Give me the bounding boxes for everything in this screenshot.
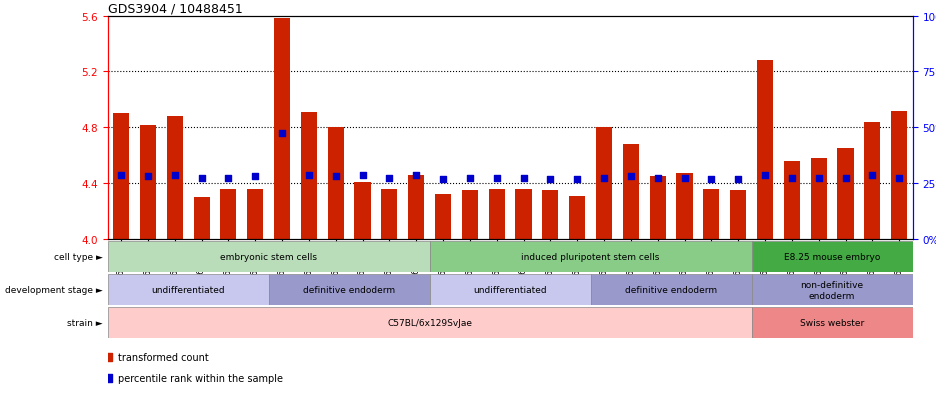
Point [838, 175, 853, 181]
Point [784, 175, 799, 181]
Text: strain ►: strain ► [67, 319, 103, 328]
Point [301, 172, 316, 179]
Bar [650, 177, 665, 240]
Bar [783, 161, 800, 240]
Point [382, 175, 397, 181]
Bar [194, 198, 210, 240]
Text: percentile rank within the sample: percentile rank within the sample [118, 373, 283, 383]
Bar [891, 111, 907, 240]
Bar [247, 189, 263, 240]
Point [194, 175, 209, 181]
Point [248, 173, 263, 180]
Point [221, 175, 236, 181]
Bar [569, 196, 585, 240]
Text: definitive endoderm: definitive endoderm [303, 286, 395, 294]
Point [490, 175, 505, 181]
Text: development stage ►: development stage ► [6, 286, 103, 294]
Point [140, 173, 155, 180]
Point [651, 175, 665, 181]
Text: undifferentiated: undifferentiated [474, 286, 547, 294]
Point [435, 176, 450, 183]
Bar [435, 195, 451, 240]
Bar [757, 61, 773, 240]
Point [274, 131, 289, 137]
Bar [300, 113, 317, 240]
Point [704, 176, 719, 183]
Bar [677, 174, 693, 240]
Bar [752, 275, 913, 306]
Bar [542, 191, 559, 240]
Text: GDS3904 / 10488451: GDS3904 / 10488451 [108, 2, 242, 15]
Bar [461, 191, 478, 240]
Bar [328, 128, 344, 240]
Point [623, 173, 638, 180]
Point [100, 354, 115, 361]
Bar [139, 125, 156, 240]
Text: non-definitive
endoderm: non-definitive endoderm [800, 280, 864, 300]
Bar [108, 242, 430, 273]
Text: transformed count: transformed count [118, 352, 209, 362]
Point [677, 175, 692, 181]
Text: definitive endoderm: definitive endoderm [625, 286, 717, 294]
Bar [591, 275, 752, 306]
Bar [167, 117, 183, 240]
Point [865, 172, 880, 179]
Point [100, 375, 115, 381]
Bar [811, 159, 826, 240]
Point [757, 172, 772, 179]
Point [329, 173, 344, 180]
Bar [516, 189, 532, 240]
Bar [864, 122, 881, 240]
Point [516, 175, 531, 181]
Bar [752, 308, 913, 339]
Text: undifferentiated: undifferentiated [152, 286, 225, 294]
Point [462, 175, 477, 181]
Text: Swiss webster: Swiss webster [800, 319, 864, 328]
Point [812, 175, 826, 181]
Bar [622, 145, 639, 240]
Bar [752, 242, 913, 273]
Bar [355, 183, 371, 240]
Point [113, 172, 128, 179]
Bar [113, 114, 129, 240]
Point [596, 175, 611, 181]
Text: C57BL/6x129SvJae: C57BL/6x129SvJae [388, 319, 472, 328]
Bar [381, 189, 398, 240]
Text: induced pluripotent stem cells: induced pluripotent stem cells [521, 253, 660, 261]
Bar [703, 189, 720, 240]
Point [409, 172, 424, 179]
Bar [489, 189, 505, 240]
Point [570, 176, 585, 183]
Bar [108, 275, 269, 306]
Bar [408, 176, 424, 240]
Bar [838, 149, 854, 240]
Bar [596, 128, 612, 240]
Point [355, 172, 370, 179]
Bar [274, 19, 290, 240]
Bar [430, 275, 591, 306]
Bar [730, 191, 746, 240]
Bar [220, 189, 237, 240]
Text: E8.25 mouse embryo: E8.25 mouse embryo [784, 253, 880, 261]
Text: embryonic stem cells: embryonic stem cells [220, 253, 317, 261]
Point [892, 175, 907, 181]
Text: cell type ►: cell type ► [54, 253, 103, 261]
Point [168, 172, 183, 179]
Point [543, 176, 558, 183]
Point [731, 176, 746, 183]
Bar [269, 275, 430, 306]
Bar [430, 242, 752, 273]
Bar [108, 308, 752, 339]
